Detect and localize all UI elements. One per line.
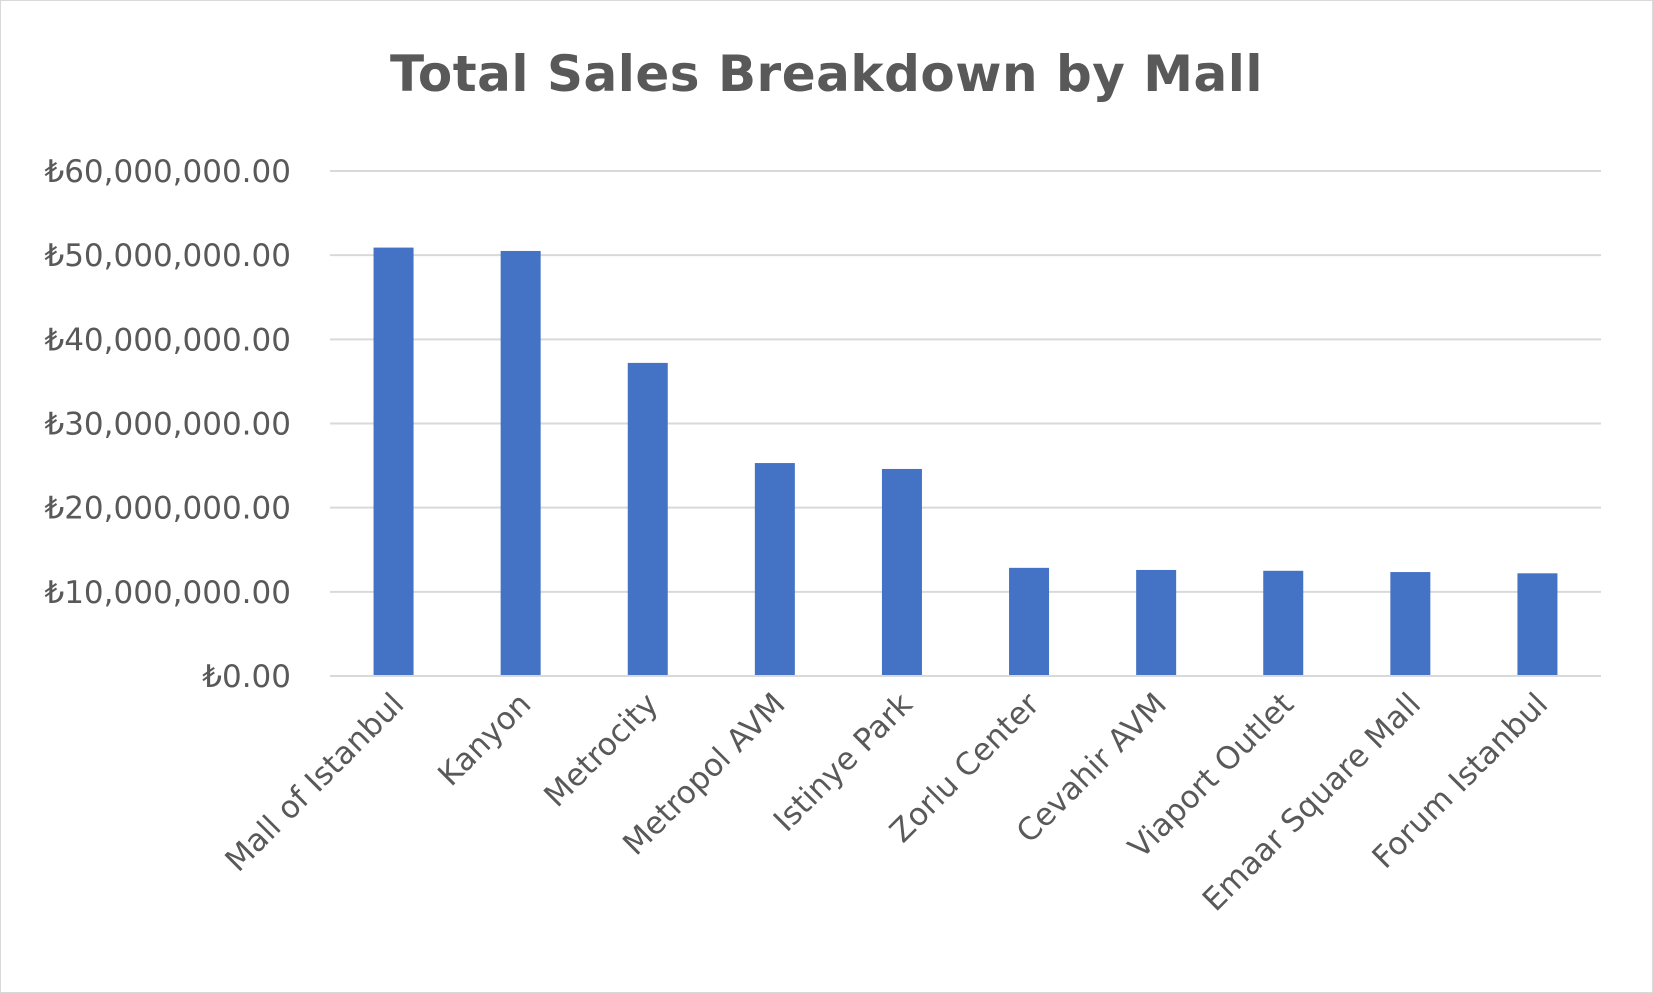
- x-axis-category-labels: Mall of Istanbul KanyonMetrocityMetropol …: [218, 686, 1555, 918]
- x-tick-label: Emaar Square Mall: [1196, 686, 1428, 918]
- y-tick-label: ₺40,000,000.00: [44, 322, 291, 358]
- y-tick-label: ₺20,000,000.00: [44, 491, 291, 527]
- bar: [754, 463, 795, 676]
- bar: [1009, 567, 1050, 676]
- bar: [373, 247, 414, 676]
- gridlines: [330, 170, 1601, 593]
- y-axis-tick-labels: ₺0.00 ₺10,000,000.00 ₺20,000,000.00 ₺30,000…: [44, 154, 291, 695]
- y-tick-label: ₺50,000,000.00: [44, 238, 291, 274]
- bar: [1390, 572, 1431, 676]
- chart-title: Total Sales Breakdown by Mall: [389, 45, 1264, 103]
- y-tick-label: ₺10,000,000.00: [44, 575, 291, 611]
- bar: [881, 468, 922, 676]
- bar: [500, 250, 541, 677]
- y-tick-label: ₺30,000,000.00: [44, 407, 291, 443]
- bar: [1136, 569, 1177, 676]
- x-tick-label: Mall of Istanbul: [218, 686, 411, 879]
- bar: [1517, 573, 1558, 676]
- y-tick-label: ₺60,000,000.00: [44, 154, 291, 190]
- x-tick-label: Kanyon: [431, 686, 538, 793]
- bar: [627, 362, 668, 676]
- x-tick-label: Metrocity: [537, 686, 665, 814]
- bars: [373, 247, 1558, 677]
- bar: [1263, 570, 1304, 676]
- y-tick-label: ₺0.00: [202, 659, 291, 695]
